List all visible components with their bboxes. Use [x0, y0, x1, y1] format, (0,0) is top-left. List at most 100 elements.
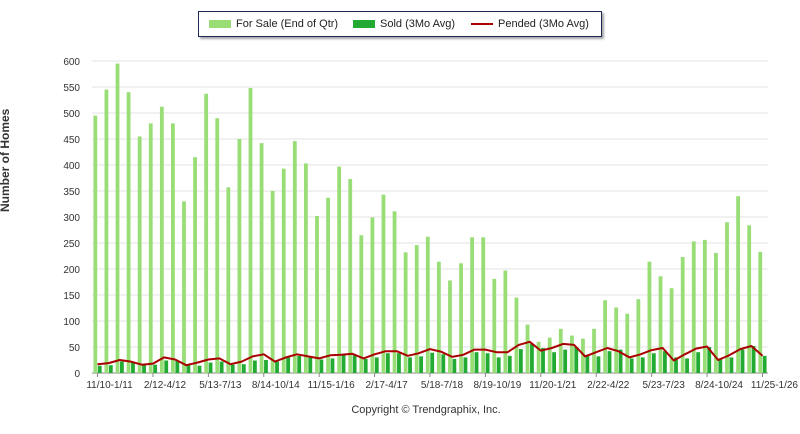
sold-bar: [441, 354, 446, 373]
sold-bar: [252, 360, 257, 373]
legend-label-for-sale: For Sale (End of Qtr): [236, 18, 339, 30]
sold-bar: [164, 360, 169, 373]
sold-bar: [385, 353, 390, 373]
for-sale-bar: [292, 141, 297, 373]
for-sale-bar: [93, 115, 98, 373]
sold-bar: [740, 349, 745, 373]
sold-bar: [474, 352, 479, 373]
for-sale-bar: [581, 338, 585, 373]
for-sale-bar: [403, 252, 408, 373]
for-sale-bar: [392, 211, 397, 373]
for-sale-bar: [625, 313, 630, 373]
x-tick-label: 8/14-10/14: [252, 380, 300, 391]
legend-swatch-for-sale: [209, 20, 231, 29]
legend-label-pended: Pended (3Mo Avg): [498, 18, 589, 30]
y-tick-label: 550: [63, 83, 80, 94]
legend-label-sold: Sold (3Mo Avg): [380, 18, 456, 30]
for-sale-bar: [148, 123, 153, 374]
y-tick-label: 400: [63, 161, 80, 172]
sold-bar: [241, 364, 246, 373]
sold-bar: [142, 365, 146, 373]
sold-bar: [696, 352, 701, 373]
for-sale-bar: [691, 241, 696, 373]
for-sale-bar: [315, 215, 319, 373]
sold-bar: [729, 357, 734, 373]
for-sale-bar: [669, 288, 674, 373]
sold-bar: [674, 357, 678, 373]
sold-bar: [363, 358, 368, 373]
sold-bar: [341, 354, 346, 373]
x-tick-label: 8/19-10/19: [473, 380, 521, 391]
sold-bar: [275, 361, 279, 373]
x-tick-label: 11/25-1/26: [751, 380, 799, 391]
sold-bar: [485, 353, 490, 373]
for-sale-bar: [204, 93, 209, 373]
for-sale-bar: [337, 166, 342, 373]
sold-bar: [153, 364, 158, 373]
sold-bar: [108, 365, 113, 373]
y-tick-label: 250: [63, 239, 80, 250]
for-sale-bar: [171, 123, 175, 374]
sold-bar: [197, 365, 202, 373]
sold-bar: [419, 356, 424, 373]
for-sale-bar: [193, 157, 197, 373]
sold-bar: [97, 365, 102, 373]
sold-bar: [629, 358, 634, 373]
y-tick-label: 200: [63, 265, 80, 276]
sold-bar: [563, 349, 568, 373]
legend: For Sale (End of Qtr) Sold (3Mo Avg) Pen…: [198, 11, 602, 37]
sold-bar: [408, 357, 412, 373]
sold-bar: [685, 358, 689, 373]
sold-bar: [762, 355, 767, 373]
x-tick-label: 5/23-7/23: [643, 380, 686, 391]
x-tick-label: 11/20-1/21: [529, 380, 577, 391]
for-sale-bar: [702, 239, 707, 373]
sold-bar: [219, 361, 224, 373]
y-tick-label: 100: [63, 317, 80, 328]
sold-bar: [463, 357, 468, 373]
sold-bar: [319, 359, 324, 373]
y-tick-label: 0: [74, 369, 80, 380]
for-sale-bar: [758, 251, 763, 373]
legend-item-for-sale: For Sale (End of Qtr): [209, 18, 338, 30]
sold-bar: [574, 347, 579, 373]
for-sale-bar: [470, 237, 475, 373]
y-tick-label: 50: [69, 343, 81, 354]
for-sale-bar: [414, 245, 419, 373]
for-sale-bar: [592, 328, 596, 373]
for-sale-bar: [381, 194, 386, 373]
y-tick-label: 500: [63, 109, 80, 120]
sold-bar: [651, 353, 656, 373]
sold-bar: [751, 345, 756, 373]
sold-bar: [308, 356, 313, 373]
y-tick-label: 450: [63, 135, 80, 146]
sold-bar: [208, 362, 213, 373]
for-sale-bar: [536, 341, 541, 373]
sold-bar: [430, 352, 435, 373]
copyright: Copyright © Trendgraphix, Inc.: [351, 404, 501, 416]
for-sale-bar: [348, 179, 353, 373]
sold-bar: [518, 349, 523, 373]
for-sale-bar: [115, 63, 120, 373]
sold-bar: [530, 343, 534, 373]
sold-bar: [640, 357, 645, 373]
sold-bar: [607, 351, 612, 373]
for-sale-bar: [459, 263, 463, 373]
sold-bar: [718, 358, 723, 373]
sold-bar: [618, 349, 623, 373]
for-sale-bar: [603, 300, 608, 373]
x-tick-label: 2/22-4/22: [587, 380, 630, 391]
sold-bar: [186, 365, 191, 373]
x-tick-label: 5/13-7/13: [199, 380, 242, 391]
for-sale-bar: [647, 261, 652, 373]
sold-bar: [596, 356, 601, 373]
for-sale-bar: [182, 201, 186, 373]
sold-bar: [541, 348, 545, 373]
for-sale-bar: [326, 197, 330, 373]
y-tick-label: 150: [63, 291, 80, 302]
for-sale-bar: [658, 276, 663, 373]
sold-bar: [120, 361, 124, 373]
for-sale-bar: [514, 297, 519, 373]
legend-item-pended: Pended (3Mo Avg): [471, 18, 589, 30]
